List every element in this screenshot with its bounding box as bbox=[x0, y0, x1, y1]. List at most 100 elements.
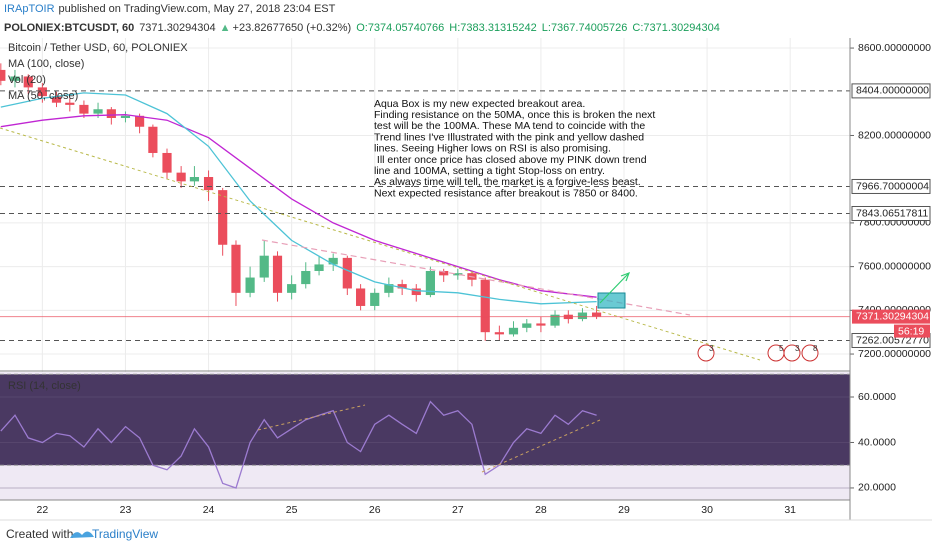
annotation-line: Aqua Box is my new expected breakout are… bbox=[374, 98, 585, 110]
yellow-trend-line bbox=[0, 127, 761, 361]
candle-body bbox=[536, 323, 546, 326]
candle-body bbox=[384, 284, 394, 293]
x-tick-label: 30 bbox=[701, 504, 713, 516]
candle-body bbox=[314, 264, 324, 271]
x-tick-label: 26 bbox=[369, 504, 381, 516]
close: C:7371.30294304 bbox=[632, 22, 719, 34]
candle-body bbox=[37, 87, 47, 97]
series-line bbox=[0, 114, 597, 298]
candle-body bbox=[328, 257, 338, 265]
annotation-line: As always time will tell, the market is … bbox=[374, 176, 641, 188]
candle-body bbox=[591, 312, 602, 317]
candle-body bbox=[134, 115, 145, 127]
candle-body bbox=[342, 257, 352, 289]
candle-body bbox=[120, 115, 131, 118]
event-count: 3 bbox=[795, 344, 800, 353]
series-line bbox=[0, 92, 597, 305]
y-tick-label: 7200.00000000 bbox=[858, 348, 931, 360]
arrow: ▲ bbox=[220, 22, 231, 34]
annotation-line: Next expected resistance after breakout … bbox=[374, 187, 638, 199]
event-count: 8 bbox=[813, 344, 818, 353]
y-tick-label: 7600.00000000 bbox=[858, 260, 931, 272]
rsi-band bbox=[0, 374, 850, 466]
candle-body bbox=[203, 177, 214, 191]
symbol: POLONIEX:BTCUSDT, 60 bbox=[4, 22, 134, 34]
tv-logo bbox=[70, 531, 94, 538]
published: published on TradingView.com, May 27, 20… bbox=[59, 3, 336, 15]
arrow-line bbox=[599, 273, 629, 304]
countdown: 56:19 bbox=[898, 325, 924, 337]
annotation-line: Ill enter once price has closed above my… bbox=[374, 154, 647, 166]
candle-body bbox=[508, 327, 519, 335]
event-flag bbox=[801, 344, 819, 362]
x-tick-label: 22 bbox=[37, 504, 49, 516]
legend-volume: Vol (20) bbox=[8, 74, 46, 86]
event-count: 3 bbox=[709, 344, 714, 353]
candle-body bbox=[411, 288, 421, 296]
footer-brand[interactable]: TradingView bbox=[92, 527, 158, 541]
annotation-line: line and 100MA, setting a tight Stop-los… bbox=[374, 165, 605, 177]
candle-body bbox=[577, 312, 588, 320]
x-tick-label: 27 bbox=[452, 504, 464, 516]
level-label: 7966.70000004 bbox=[856, 180, 929, 192]
candle-body bbox=[453, 273, 463, 276]
candle-body bbox=[356, 288, 366, 306]
x-tick-label: 28 bbox=[535, 504, 547, 516]
event-flag bbox=[697, 344, 715, 362]
rsi-trend-up bbox=[257, 404, 366, 431]
change: +23.82677650 (+0.32%) bbox=[233, 22, 352, 34]
annotation: Aqua Box is my new expected breakout are… bbox=[374, 98, 655, 200]
y-tick-label: 8200.00000000 bbox=[858, 129, 931, 141]
x-tick-label: 25 bbox=[286, 504, 298, 516]
countdown-tag bbox=[894, 324, 930, 338]
level-tag bbox=[851, 83, 931, 99]
annotation-line: test will be the 100MA. These MA tend to… bbox=[374, 120, 645, 132]
legend-entry: MA (100, close) bbox=[8, 58, 84, 70]
candle-body bbox=[79, 104, 89, 114]
annotation-line: Finding resistance on the 50MA, once thi… bbox=[374, 109, 655, 121]
last-price-label: 7371.30294304 bbox=[856, 310, 929, 322]
candle-body bbox=[245, 277, 255, 293]
x-tick-label: 31 bbox=[784, 504, 796, 516]
level-label: 7843.06517811 bbox=[856, 207, 928, 219]
level-label: 8404.00000000 bbox=[856, 85, 929, 97]
candle-body bbox=[176, 172, 186, 182]
candle-body bbox=[65, 102, 75, 105]
candle-body bbox=[162, 152, 172, 173]
level-tag bbox=[851, 205, 931, 221]
candle-body bbox=[259, 255, 269, 278]
annotation-line: Trend lines I've Illustrated with the pi… bbox=[374, 131, 644, 143]
low: L:7367.74005726 bbox=[542, 22, 628, 34]
candle-body bbox=[370, 292, 380, 306]
candle-body bbox=[301, 270, 311, 285]
author[interactable]: IRApTOIR bbox=[4, 3, 55, 15]
quote-line: POLONIEX:BTCUSDT, 60 7371.30294304 ▲ +23.82… bbox=[4, 22, 720, 34]
y-tick-label: 40.0000 bbox=[858, 436, 896, 448]
footer-created: Created with bbox=[6, 527, 73, 541]
candle-body bbox=[397, 284, 407, 289]
candle-body bbox=[439, 270, 449, 276]
legend-entry: RSI (14, close) bbox=[8, 380, 81, 392]
x-tick-label: 23 bbox=[120, 504, 132, 516]
candle-body bbox=[189, 177, 200, 182]
last: 7371.30294304 bbox=[139, 22, 215, 34]
open: O:7374.05740766 bbox=[356, 22, 444, 34]
candle-body bbox=[23, 76, 33, 88]
candle-body bbox=[93, 109, 103, 114]
candle-body bbox=[51, 96, 62, 103]
events: 3 5 3 8 bbox=[697, 344, 819, 362]
candle-body bbox=[218, 190, 228, 245]
chart-title: Bitcoin / Tether USD, 60, POLONIEX bbox=[8, 42, 188, 54]
event-flag bbox=[783, 344, 801, 362]
candle-body bbox=[148, 126, 158, 153]
breakout-box bbox=[597, 292, 626, 309]
candle-body bbox=[522, 323, 532, 328]
candle-body bbox=[425, 270, 435, 296]
series-line bbox=[0, 400, 597, 489]
high: H:7383.31315242 bbox=[449, 22, 536, 34]
candle-body bbox=[0, 69, 6, 81]
y-tick-label: 60.0000 bbox=[858, 391, 896, 403]
annotation-line: lines. Seeing Higher lows on RSI is also… bbox=[374, 143, 611, 155]
x-tick-label: 29 bbox=[618, 504, 630, 516]
